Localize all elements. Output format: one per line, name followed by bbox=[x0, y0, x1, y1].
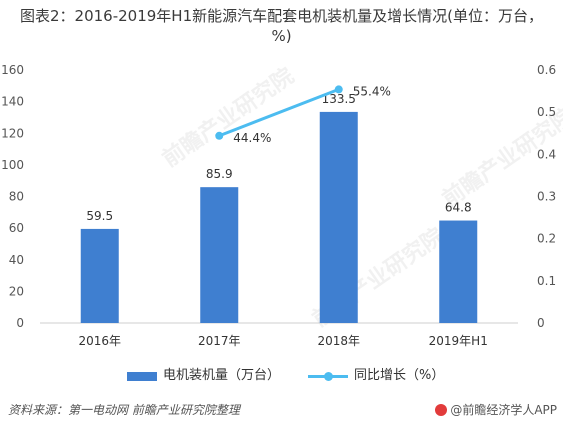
bar bbox=[80, 228, 119, 323]
y-left-tick-label: 60 bbox=[9, 221, 24, 235]
legend-item-line: 同比增长（%） bbox=[308, 366, 444, 386]
growth-line bbox=[218, 87, 340, 138]
chart-legend: 电机装机量（万台） 同比增长（%） bbox=[0, 366, 563, 388]
brand-logo-icon bbox=[435, 404, 448, 416]
bar-value-label: 59.5 bbox=[86, 209, 113, 223]
y-right-tick-label: 0.6 bbox=[537, 63, 556, 77]
y-left-tick-label: 0 bbox=[16, 316, 24, 330]
chart-plot: 0 20 40 60 80 100 120 140 160 0 0.1 0.2 0.3 0.4 0.5 0.6… bbox=[1, 63, 556, 348]
y-left-tick-label: 120 bbox=[1, 126, 24, 140]
growth-point bbox=[334, 85, 343, 94]
legend-item-bar: 电机装机量（万台） bbox=[127, 366, 280, 386]
y-right-tick-label: 0.4 bbox=[537, 147, 556, 161]
x-tick-label: 2019年H1 bbox=[429, 334, 488, 348]
bar bbox=[439, 220, 478, 323]
bar bbox=[319, 111, 358, 323]
y-right-tick-label: 0 bbox=[537, 316, 545, 330]
chart-title: 图表2：2016-2019年H1新能源汽车配套电机装机量及增长情况(单位：万台，… bbox=[20, 7, 543, 45]
y-right-tick-label: 0.1 bbox=[537, 274, 556, 288]
y-right-tick-label: 0.3 bbox=[537, 190, 556, 204]
bar-value-label: 64.8 bbox=[445, 201, 472, 215]
y-left-tick-label: 140 bbox=[1, 95, 24, 109]
bar bbox=[200, 187, 239, 323]
x-tick-label: 2017年 bbox=[198, 334, 241, 348]
legend-bar-label: 电机装机量（万台） bbox=[163, 368, 281, 383]
legend-line-marker bbox=[324, 372, 333, 381]
brand-credit: @前瞻经济学人APP bbox=[435, 401, 557, 418]
y-left-tick-label: 40 bbox=[9, 253, 24, 267]
x-tick-label: 2016年 bbox=[78, 334, 121, 348]
legend-line-label: 同比增长（%） bbox=[354, 368, 445, 383]
y-right-tick-label: 0.2 bbox=[537, 232, 556, 246]
y-left-tick-label: 80 bbox=[9, 190, 24, 204]
y-left-tick-label: 20 bbox=[9, 284, 24, 298]
y-right-tick-label: 0.5 bbox=[537, 105, 556, 119]
y-left-tick-label: 160 bbox=[1, 63, 24, 77]
brand-text: @前瞻经济学人APP bbox=[450, 403, 557, 417]
bar-value-label: 133.5 bbox=[322, 92, 356, 106]
growth-point bbox=[215, 131, 224, 140]
growth-value-label: 44.4% bbox=[233, 131, 271, 145]
footer: 资料来源：第一电动网 前瞻产业研究院整理 @前瞻经济学人APP bbox=[0, 396, 563, 428]
bar-value-label: 85.9 bbox=[206, 167, 233, 181]
x-tick-label: 2018年 bbox=[317, 334, 360, 348]
y-left-tick-label: 100 bbox=[1, 158, 24, 172]
growth-value-label: 55.4% bbox=[353, 84, 391, 98]
legend-bar-swatch bbox=[127, 372, 157, 381]
source-note: 资料来源：第一电动网 前瞻产业研究院整理 bbox=[8, 403, 240, 417]
